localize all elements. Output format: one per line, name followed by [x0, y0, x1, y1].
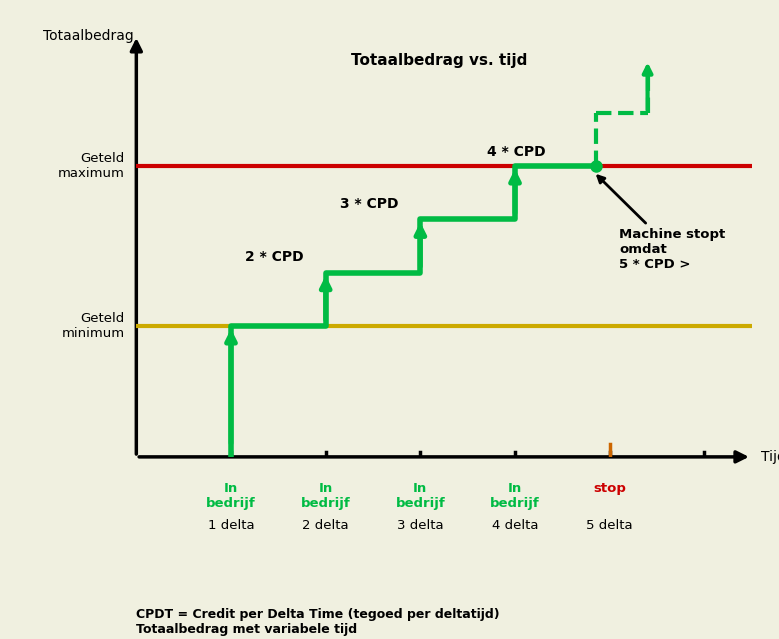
- Text: In
bedrijf: In bedrijf: [396, 482, 446, 511]
- Text: 2 * CPD: 2 * CPD: [245, 250, 304, 264]
- Text: Machine stopt
omdat
5 * CPD >: Machine stopt omdat 5 * CPD >: [597, 176, 725, 271]
- Text: Geteld
minimum: Geteld minimum: [62, 312, 125, 340]
- Text: In
bedrijf: In bedrijf: [301, 482, 351, 511]
- Text: 3 * CPD: 3 * CPD: [340, 197, 398, 211]
- Text: 3 delta: 3 delta: [397, 519, 444, 532]
- Text: In
bedrijf: In bedrijf: [206, 482, 256, 511]
- Text: 2 delta: 2 delta: [302, 519, 349, 532]
- Text: 5 delta: 5 delta: [587, 519, 633, 532]
- Text: 4 * CPD: 4 * CPD: [487, 145, 545, 158]
- Text: Totaalbedrag vs. tijd: Totaalbedrag vs. tijd: [351, 53, 527, 68]
- Text: Geteld
maximum: Geteld maximum: [58, 152, 125, 180]
- Text: 1 delta: 1 delta: [208, 519, 254, 532]
- Text: stop: stop: [594, 482, 626, 495]
- Text: Totaalbedrag: Totaalbedrag: [43, 29, 133, 43]
- Text: 4 delta: 4 delta: [492, 519, 538, 532]
- Text: In
bedrijf: In bedrijf: [490, 482, 540, 511]
- Text: Tijd: Tijd: [761, 450, 779, 464]
- Text: CPDT = Credit per Delta Time (tegoed per deltatijd)
Totaalbedrag met variabele t: CPDT = Credit per Delta Time (tegoed per…: [136, 608, 500, 636]
